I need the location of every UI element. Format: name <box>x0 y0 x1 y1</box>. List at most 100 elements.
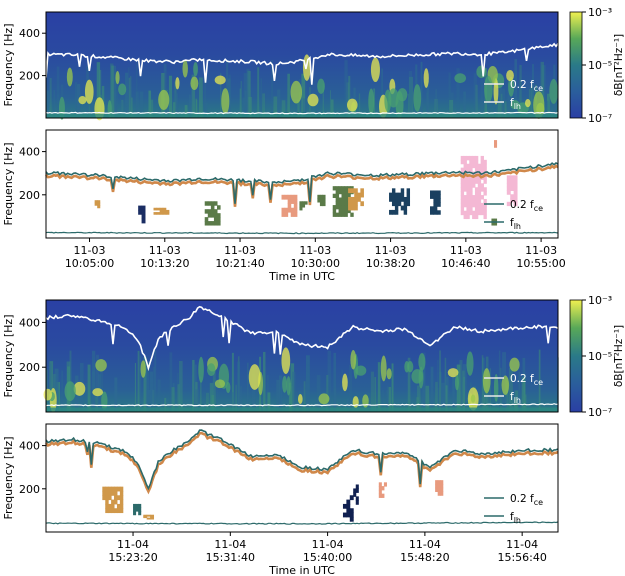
cluster-cell <box>150 516 155 519</box>
cluster-cell <box>480 210 484 216</box>
spectrogram-streak <box>513 398 518 412</box>
spectrogram-streak <box>377 362 381 412</box>
cluster-cell <box>322 202 326 207</box>
spectrogram-streak <box>278 375 283 412</box>
cluster-cell <box>111 486 115 492</box>
emission-cluster <box>342 495 354 522</box>
cluster-cell <box>351 196 355 202</box>
cluster-cell <box>494 222 498 226</box>
legend-label: 0.2 fce <box>510 373 543 387</box>
spectrogram-streak <box>425 385 430 412</box>
spectrogram-streak <box>421 352 426 412</box>
cluster-cell <box>480 167 484 173</box>
x-tick-time: 10:46:40 <box>441 257 490 270</box>
spectrogram-streak <box>179 361 183 412</box>
spectrogram-blob <box>140 360 146 378</box>
cluster-cell <box>287 207 292 213</box>
cluster-cell <box>114 486 118 492</box>
cluster-cell <box>400 205 405 211</box>
cluster-cell <box>433 198 438 203</box>
cluster-cell <box>460 167 465 173</box>
spectrogram-streak <box>327 350 332 412</box>
plot-frame <box>45 299 559 413</box>
spectrogram-streak <box>349 364 352 412</box>
x-tick-date: 11-04 <box>214 538 246 551</box>
spectrogram-streak <box>367 392 371 412</box>
cluster-cell <box>138 507 142 512</box>
x-tick-time: 15:31:40 <box>206 551 255 564</box>
spectrogram-streak <box>91 85 94 118</box>
colorbar-scale <box>569 299 583 413</box>
cluster-cell <box>472 198 476 204</box>
cluster-cell <box>97 205 101 209</box>
spectrogram-streak <box>50 363 52 412</box>
spectrogram-streak <box>532 64 534 118</box>
spectrogram-blob <box>182 60 188 78</box>
cluster-cell <box>210 221 215 226</box>
cluster-cell <box>335 212 340 217</box>
colorbar-tick-label: 10⁻⁷ <box>588 112 612 125</box>
cluster-cell <box>469 206 473 212</box>
cluster-cell <box>483 206 487 212</box>
spectrogram-streak <box>273 96 278 118</box>
spectrogram-streak <box>56 66 60 118</box>
x-tick-time: 15:48:20 <box>400 551 449 564</box>
spectrogram-streak <box>521 377 526 412</box>
x-tick-date: 11-04 <box>506 538 538 551</box>
x-tick-date: 11-03 <box>149 244 181 257</box>
cluster-cell <box>477 167 482 173</box>
cluster-cell <box>204 217 209 222</box>
x-tick-date: 11-03 <box>299 244 331 257</box>
spectrogram-streak <box>333 388 337 412</box>
cluster-cell <box>108 503 112 509</box>
cluster-cell <box>381 493 385 498</box>
cluster-cell <box>436 190 441 195</box>
cluster-cell <box>472 183 476 188</box>
cluster-cell <box>440 480 444 485</box>
spectrogram-streak <box>456 364 461 412</box>
spectrogram-blob <box>423 68 429 88</box>
spectrogram-streak <box>370 371 375 412</box>
cluster-cell <box>346 508 351 514</box>
spectrogram-streak <box>459 360 463 412</box>
cluster-cell <box>335 189 340 195</box>
fce-line <box>45 42 559 85</box>
cluster-cell <box>460 198 465 204</box>
cluster-cell <box>403 209 408 215</box>
y-tick-label: 400 <box>19 27 40 40</box>
spectrogram-streak <box>114 377 118 412</box>
cluster-cell <box>141 209 146 215</box>
cluster-cell <box>463 155 467 161</box>
spectrogram-blob <box>175 77 180 90</box>
cluster-cell <box>355 496 359 501</box>
spectrogram-streak <box>99 358 104 412</box>
cluster-cell <box>469 179 473 184</box>
spectrogram-streak <box>489 368 491 412</box>
spectrogram-blob <box>43 388 53 401</box>
cluster-cell <box>460 191 465 196</box>
spectrogram-streak <box>220 73 222 118</box>
spectrogram-streak <box>244 90 247 118</box>
spectrogram-blob <box>368 88 375 115</box>
cluster-cell <box>460 159 465 165</box>
cluster-cell <box>105 490 109 496</box>
spectrogram-blob <box>484 75 493 103</box>
emission-cluster <box>353 484 359 505</box>
cluster-cell <box>290 207 295 213</box>
spectrogram-streak <box>514 59 518 118</box>
cluster-cell <box>397 196 402 202</box>
cluster-cell <box>354 205 358 211</box>
cluster-cell <box>460 206 465 212</box>
cluster-cell <box>344 212 348 217</box>
cluster-cell <box>480 183 484 188</box>
x-tick-time: 15:23:20 <box>108 551 157 564</box>
spectrogram-streak <box>499 82 502 118</box>
cluster-cell <box>159 209 164 213</box>
colorbar-tick-label: 10⁻⁷ <box>588 406 612 419</box>
legend-label: 0.2 fce <box>510 199 543 213</box>
cluster-cell <box>400 188 405 194</box>
spectrogram-streak <box>481 355 484 412</box>
cluster-cell <box>116 486 121 492</box>
spectrogram-streak <box>507 81 511 118</box>
spectrogram-streak <box>547 100 549 118</box>
